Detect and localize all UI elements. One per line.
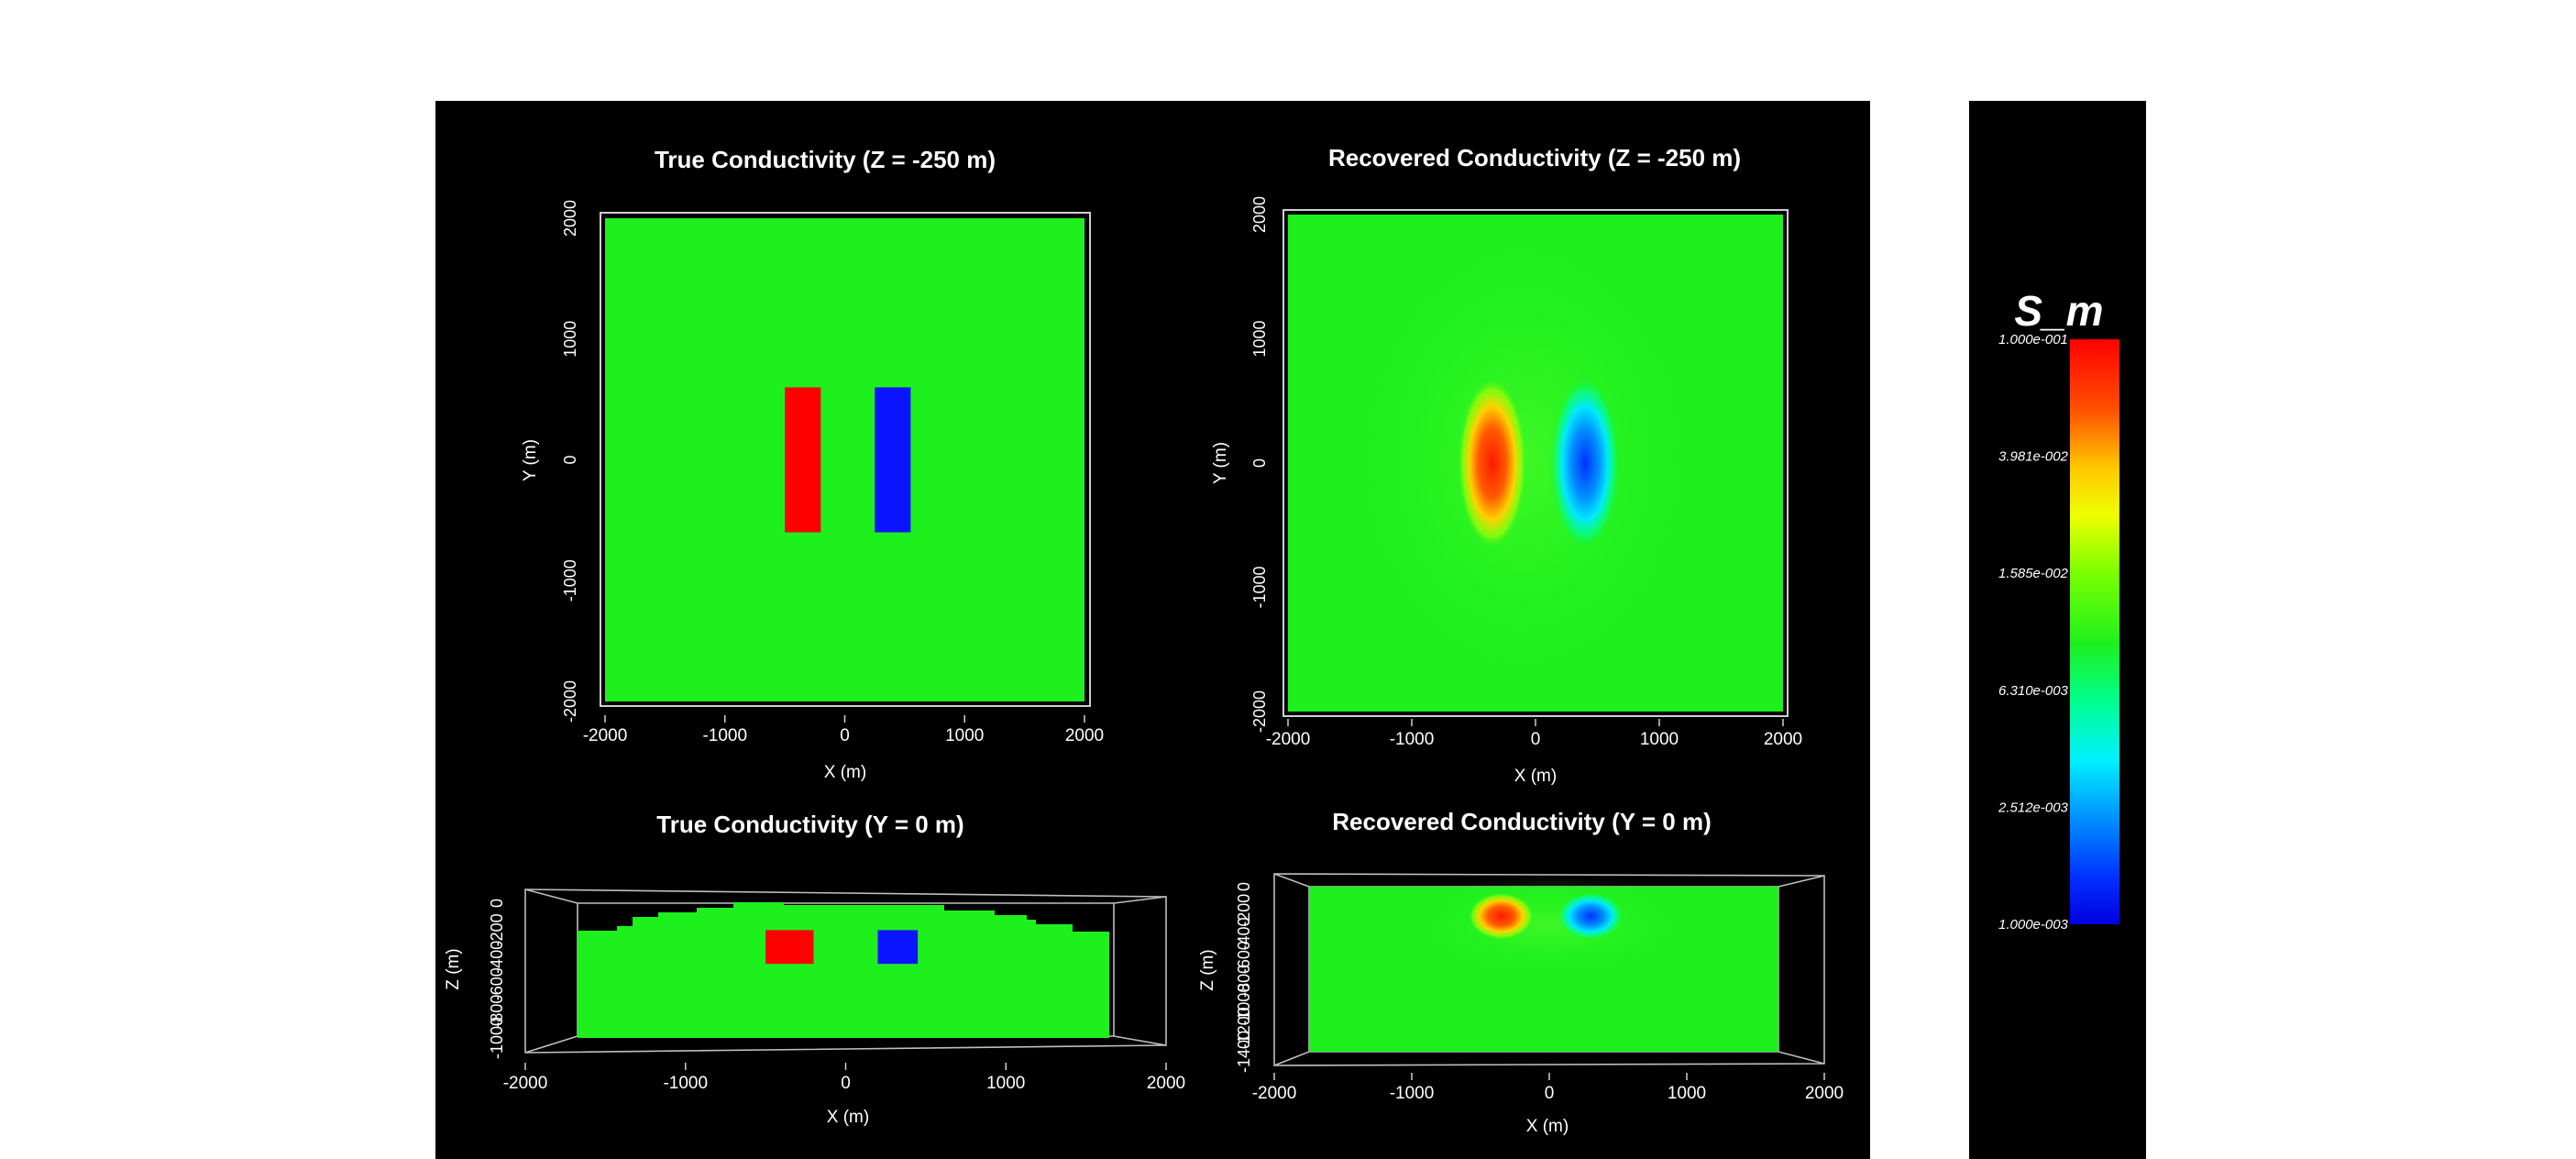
- x-tick-label: 1000: [986, 1074, 1025, 1093]
- x-tick-label: -2000: [1252, 1084, 1297, 1103]
- recovered-conductive-anomaly: [1457, 376, 1527, 550]
- colorbar-tick-label: 2.512e-003: [1998, 800, 2069, 815]
- x-tick-label: -1000: [1390, 730, 1435, 749]
- resistive-block: [875, 387, 911, 533]
- x-tick-label: 2000: [1065, 726, 1104, 745]
- x-axis-label: X (m): [1514, 767, 1557, 786]
- model-domain: [578, 902, 1109, 1038]
- y-tick-label: -1000: [561, 559, 579, 602]
- panel-title: Recovered Conductivity (Z = -250 m): [1328, 144, 1741, 171]
- panel-true-plan: True Conductivity (Z = -250 m) -2000 -100…: [521, 146, 1104, 782]
- y-tick-label: 0: [561, 455, 579, 464]
- y-tick-label: -1400: [1235, 1031, 1253, 1073]
- conductive-block: [785, 387, 821, 533]
- colorbar-gradient: [2070, 339, 2119, 924]
- colorbar-tick-label: 3.981e-002: [1998, 449, 2069, 465]
- x-tick-label: -2000: [1266, 730, 1311, 749]
- y-tick-label: -1000: [1250, 566, 1269, 608]
- recovered-conductive-anomaly: [1468, 892, 1535, 941]
- y-tick-label: -800: [1235, 965, 1253, 998]
- colorbar-background: [1969, 101, 2146, 1159]
- y-tick-label: -200: [1235, 894, 1253, 927]
- colorbar-tick-label: 6.310e-003: [1998, 683, 2069, 699]
- y-axis-label: Z (m): [444, 948, 463, 989]
- colorbar-tick-label: 1.000e-003: [1998, 917, 2069, 933]
- y-tick-label: 2000: [561, 200, 579, 237]
- y-tick-label: 0: [1250, 458, 1269, 468]
- panel-title: Recovered Conductivity (Y = 0 m): [1332, 808, 1711, 835]
- conductive-block: [765, 930, 814, 965]
- panel-true-section: True Conductivity (Y = 0 m) -2000 -1000 0 1…: [444, 811, 1185, 1127]
- y-tick-label: -1000: [488, 1017, 506, 1059]
- y-tick-label: -400: [1235, 917, 1253, 950]
- panel-recovered-section: Recovered Conductivity (Y = 0 m) -2000 -1…: [1198, 808, 1844, 1136]
- y-tick-label: 1000: [1250, 320, 1269, 357]
- x-tick-label: 0: [841, 1074, 851, 1093]
- x-tick-label: 0: [840, 726, 850, 745]
- x-tick-label: -1000: [663, 1074, 708, 1093]
- y-tick-label: 0: [1235, 882, 1253, 891]
- x-tick-label: -2000: [583, 726, 628, 745]
- frame-box: [1282, 209, 1789, 717]
- colorbar: S_m 1.000e-001 3.981e-002 1.585e-002 6.310e…: [1998, 287, 2119, 933]
- recovered-resistive-anomaly: [1550, 376, 1620, 550]
- y-tick-label: 2000: [1250, 196, 1269, 233]
- model-domain: [605, 218, 1084, 701]
- colorbar-title: S_m: [2014, 287, 2103, 335]
- x-tick-label: 2000: [1147, 1074, 1185, 1093]
- y-axis-label: Y (m): [521, 439, 540, 481]
- y-tick-label: -1200: [1235, 1007, 1253, 1049]
- x-tick-label: -2000: [503, 1074, 548, 1093]
- y-axis-label: Y (m): [1211, 442, 1230, 484]
- x-axis-label: X (m): [1526, 1117, 1569, 1136]
- colorbar-tick-label: 1.585e-002: [1998, 566, 2069, 581]
- panel-recovered-plan: Recovered Conductivity (Z = -250 m) -200…: [1211, 144, 1802, 786]
- x-tick-label: 1000: [1640, 730, 1679, 749]
- x-tick-label: 2000: [1764, 730, 1802, 749]
- x-tick-label: 0: [1531, 730, 1541, 749]
- smoothing-halo: [1412, 876, 1687, 977]
- y-tick-label: -600: [1235, 941, 1253, 974]
- x-tick-label: -1000: [1390, 1084, 1435, 1103]
- y-tick-label: -1000: [1235, 984, 1253, 1026]
- y-axis-label: Z (m): [1198, 949, 1217, 990]
- recovered-resistive-anomaly: [1558, 892, 1624, 941]
- y-tick-label: -2000: [561, 680, 579, 723]
- y-tick-label: -800: [488, 995, 506, 1028]
- x-tick-label: 2000: [1805, 1084, 1844, 1103]
- y-tick-label: 1000: [561, 321, 579, 358]
- x-tick-label: 0: [1545, 1084, 1555, 1103]
- colorbar-tick-label: 1.000e-001: [1998, 332, 2068, 348]
- y-tick-label: -200: [488, 913, 506, 946]
- y-tick-label: -2000: [1250, 690, 1269, 733]
- panel-title: True Conductivity (Y = 0 m): [656, 811, 963, 838]
- y-tick-label: -600: [488, 967, 506, 1000]
- x-tick-label: -1000: [702, 726, 747, 745]
- x-axis-label: X (m): [824, 763, 866, 782]
- x-tick-label: 1000: [1668, 1084, 1706, 1103]
- x-axis-label: X (m): [827, 1108, 869, 1127]
- resistive-block: [877, 930, 919, 965]
- frame-box: [600, 212, 1091, 707]
- x-tick-label: 1000: [945, 726, 984, 745]
- y-tick-label: 0: [488, 899, 506, 908]
- y-tick-label: -400: [488, 941, 506, 974]
- panel-title: True Conductivity (Z = -250 m): [655, 146, 996, 173]
